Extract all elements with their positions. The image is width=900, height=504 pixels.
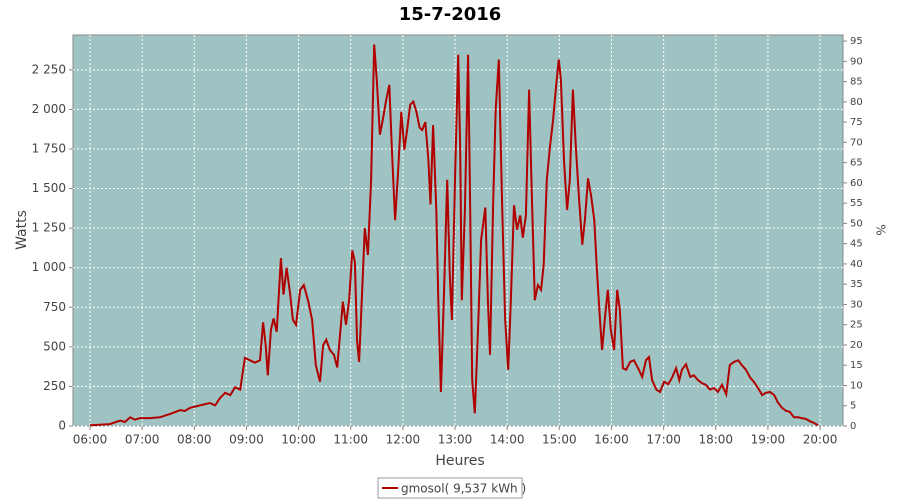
y2-tick-label: 70	[850, 137, 863, 148]
y2-tick-label: 85	[850, 77, 863, 88]
y-tick-label: 2 000	[32, 102, 66, 116]
x-tick-label: 17:00	[646, 433, 681, 447]
y2-tick-label: 80	[850, 97, 863, 108]
x-tick-label: 12:00	[386, 433, 421, 447]
x-tick-label: 13:00	[438, 433, 473, 447]
legend	[377, 477, 523, 499]
y-tick-label: 1 500	[32, 181, 66, 195]
y2-tick-label: 35	[850, 279, 863, 290]
y2-tick-label: 15	[850, 360, 863, 371]
x-tick-label: 18:00	[698, 433, 733, 447]
x-tick-label: 09:00	[229, 433, 264, 447]
x-tick-label: 19:00	[751, 433, 786, 447]
x-tick-label: 08:00	[177, 433, 212, 447]
y2-tick-label: 30	[850, 299, 863, 310]
x-tick-label: 14:00	[490, 433, 525, 447]
y2-tick-label: 45	[850, 239, 863, 250]
x-tick-label: 06:00	[73, 433, 108, 447]
y2-tick-label: 40	[850, 259, 863, 270]
y2-tick-label: 95	[850, 36, 863, 47]
y2-tick-label: 50	[850, 218, 863, 229]
y2-tick-label: 5	[850, 401, 856, 412]
y2-tick-label: 20	[850, 340, 863, 351]
x-tick-label: 10:00	[281, 433, 316, 447]
y-tick-label: 250	[43, 379, 66, 393]
y-tick-label: 1 750	[32, 141, 66, 155]
chart-title: 15-7-2016	[399, 4, 502, 25]
x-tick-label: 16:00	[594, 433, 629, 447]
x-tick-label: 20:00	[803, 433, 838, 447]
x-tick-label: 11:00	[333, 433, 368, 447]
x-tick-label: 15:00	[542, 433, 577, 447]
y2-tick-label: 10	[850, 380, 863, 391]
y-tick-label: 2 250	[32, 62, 66, 76]
y-tick-label: 0	[58, 419, 66, 433]
y2-axis-title: %	[874, 224, 888, 235]
y2-tick-label: 65	[850, 158, 863, 169]
y-axis-title: Watts	[14, 210, 30, 250]
legend-label: gmosol( 9,537 kWh )	[401, 482, 526, 496]
y-tick-label: 750	[43, 300, 66, 314]
series-line	[89, 44, 819, 427]
y-tick-label: 1 000	[32, 260, 66, 274]
y2-tick-label: 55	[850, 198, 863, 209]
y2-tick-label: 60	[850, 178, 863, 189]
y2-tick-label: 25	[850, 320, 863, 331]
y2-tick-label: 75	[850, 117, 863, 128]
y-tick-label: 1 250	[32, 221, 66, 235]
y-tick-label: 500	[43, 339, 66, 353]
x-axis-title: Heures	[435, 453, 484, 469]
y2-tick-label: 0	[850, 421, 856, 432]
x-tick-label: 07:00	[125, 433, 160, 447]
y2-tick-label: 90	[850, 56, 863, 67]
